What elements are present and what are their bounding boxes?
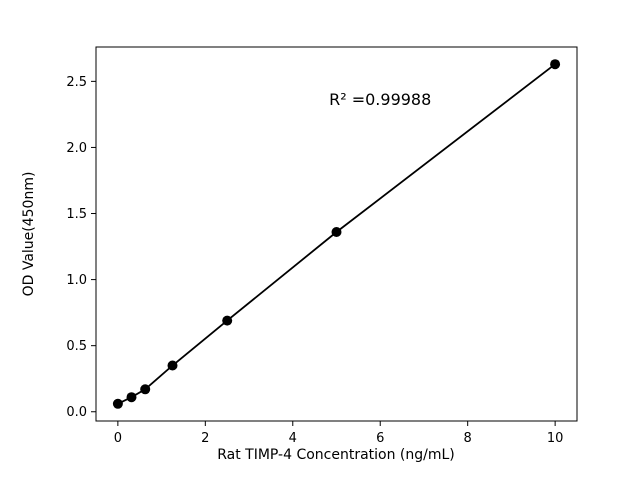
r-squared-annotation: R² =0.99988: [329, 90, 431, 109]
x-tick-label: 0: [114, 431, 122, 446]
y-tick-label: 0.0: [66, 405, 87, 420]
data-point: [140, 384, 151, 395]
x-tick-label: 6: [376, 431, 384, 446]
x-tick-label: 4: [289, 431, 297, 446]
data-point: [331, 227, 342, 237]
x-tick-label: 8: [464, 431, 472, 446]
data-point: [167, 360, 178, 371]
y-tick-label: 1.0: [66, 273, 87, 288]
data-point: [222, 315, 233, 326]
plot-border: [95, 46, 578, 422]
data-point: [126, 392, 137, 403]
y-tick-label: 1.5: [66, 207, 87, 222]
y-tick-label: 2.0: [66, 141, 87, 156]
x-axis-label: Rat TIMP-4 Concentration (ng/mL): [217, 447, 455, 463]
data-point: [112, 398, 123, 409]
x-tick-label: 10: [547, 431, 564, 446]
series-layer: [112, 59, 561, 409]
y-axis-label: OD Value(450nm): [21, 172, 37, 297]
axis-ticks: 0 2 4 6 8 10 0.0 0.5 1.0 1.5 2.0 2.5: [66, 75, 563, 446]
y-tick-label: 0.5: [66, 339, 87, 354]
y-tick-label: 2.5: [66, 75, 87, 90]
data-point: [550, 59, 561, 70]
x-tick-label: 2: [201, 431, 209, 446]
